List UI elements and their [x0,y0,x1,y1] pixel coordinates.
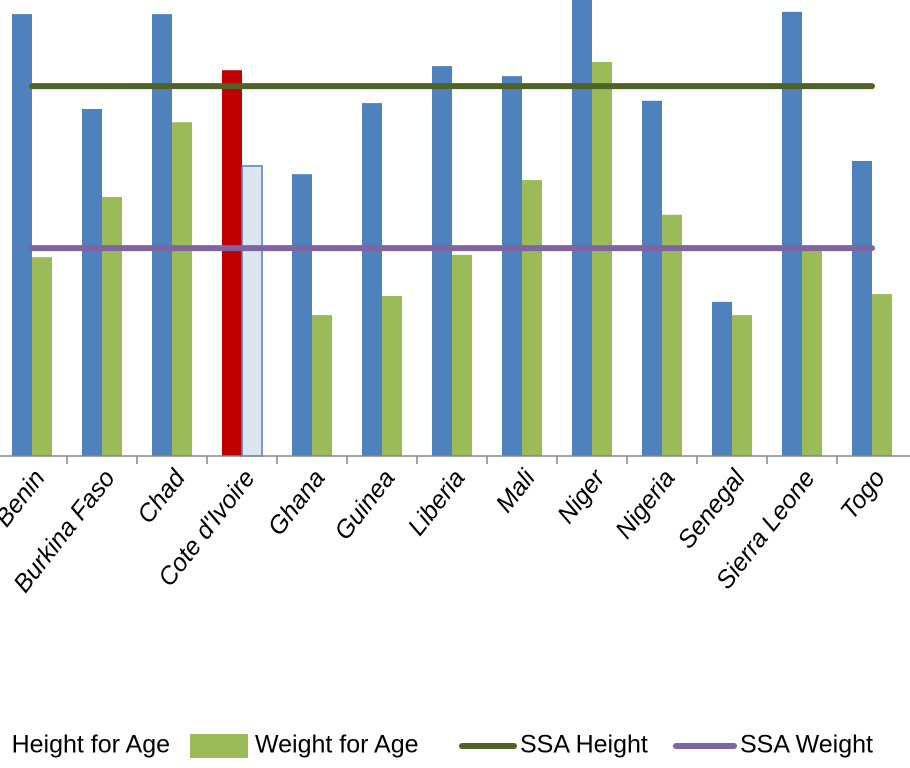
bar [802,249,822,456]
bar [452,254,472,456]
x-tick-label: Chad [132,464,192,529]
x-tick-label: Benin [0,464,51,532]
bar [32,257,52,456]
bar [522,180,542,456]
bar [592,62,612,457]
x-tick-label: Mali [490,463,541,517]
legend-swatch [190,734,248,758]
bar [732,315,752,456]
legend-label: SSA Weight [740,731,873,759]
bar [872,294,892,456]
x-tick-label: Niger [552,463,612,529]
legend-label: SSA Height [520,731,648,759]
bar [642,100,662,456]
bar [712,301,732,456]
x-tick-label: Togo [835,464,891,524]
bar [102,196,122,456]
x-tick-label: Ghana [262,464,330,540]
bar [241,165,263,457]
bar [572,0,592,456]
bar [852,160,872,456]
bar [152,14,172,457]
bar [382,295,402,456]
legend-label: Height for Age [12,731,170,759]
x-tick-label: Nigeria [610,464,681,544]
bar [362,103,382,456]
bar [432,66,452,457]
bar [502,76,522,456]
bar [12,14,32,457]
x-tick-label: Guinea [329,464,401,545]
legend-label: Weight for Age [255,731,419,759]
bar [782,11,802,457]
bar [292,174,312,456]
bar [222,70,242,456]
bar [82,108,102,456]
bar [172,122,192,456]
x-tick-label: Liberia [402,464,470,540]
bar [662,214,682,456]
bar [312,315,332,456]
